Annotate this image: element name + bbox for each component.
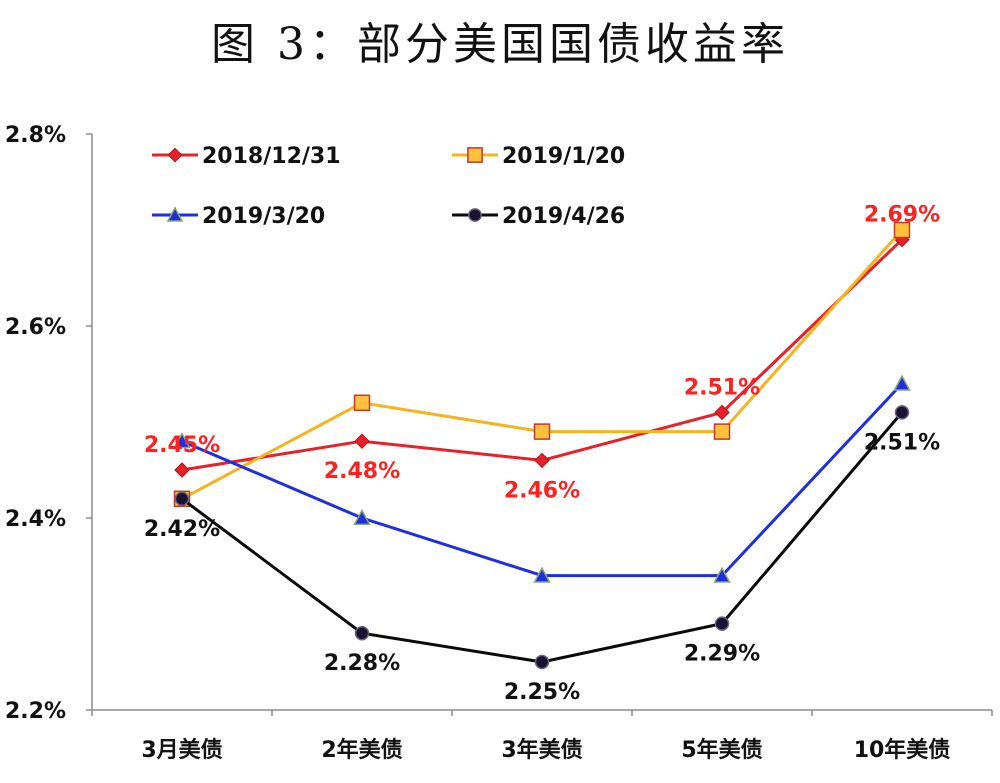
series-2-point-4 bbox=[893, 374, 911, 391]
legend-label-0: 2018/12/31 bbox=[202, 144, 341, 169]
series-0-point-1 bbox=[354, 433, 370, 449]
data-label-9: 2.51% bbox=[864, 430, 940, 455]
series-0-point-2 bbox=[534, 452, 550, 469]
data-label-7: 2.25% bbox=[504, 680, 580, 705]
data-label-0: 2.45% bbox=[144, 433, 220, 458]
series-3-point-3 bbox=[714, 616, 730, 631]
series-line-3 bbox=[181, 411, 904, 664]
series-2-point-0 bbox=[173, 432, 191, 449]
data-label-6: 2.28% bbox=[324, 651, 400, 676]
legend-label-1: 2019/1/20 bbox=[502, 144, 625, 169]
series-3-point-0 bbox=[174, 491, 190, 507]
series-3-point-2 bbox=[534, 654, 550, 670]
legend-label-2: 2019/3/20 bbox=[202, 204, 325, 229]
y-tick-label-3: 2.8% bbox=[5, 123, 66, 148]
series-2-point-3 bbox=[713, 566, 731, 583]
series-2-point-2 bbox=[533, 566, 551, 583]
series-3-point-1 bbox=[354, 625, 370, 641]
series-1-point-1 bbox=[353, 394, 371, 412]
y-tick-label-2: 2.6% bbox=[5, 315, 66, 340]
data-label-4: 2.69% bbox=[864, 203, 940, 228]
series-1-point-2 bbox=[533, 423, 551, 440]
data-label-2: 2.46% bbox=[504, 478, 580, 503]
y-tick-label-0: 2.2% bbox=[5, 699, 66, 724]
series-3-point-4 bbox=[894, 405, 910, 420]
data-label-5: 2.42% bbox=[144, 517, 220, 542]
series-1-point-3 bbox=[713, 423, 731, 440]
legend-marker-2 bbox=[166, 206, 184, 222]
x-tick-label-4: 10年美债 bbox=[854, 737, 951, 763]
x-tick-label-0: 3月美债 bbox=[141, 737, 222, 763]
legend-label-3: 2019/4/26 bbox=[502, 204, 625, 229]
data-label-3: 2.51% bbox=[684, 375, 760, 400]
series-0-point-3 bbox=[714, 404, 730, 421]
series-0-point-0 bbox=[174, 462, 190, 478]
x-tick-label-2: 3年美债 bbox=[501, 737, 582, 763]
legend-marker-3 bbox=[468, 208, 482, 222]
data-label-8: 2.29% bbox=[684, 642, 760, 667]
legend-marker-0 bbox=[167, 147, 183, 163]
series-2-point-1 bbox=[353, 508, 371, 526]
data-label-1: 2.48% bbox=[324, 459, 400, 484]
legend-marker-1 bbox=[467, 147, 483, 163]
x-tick-label-3: 5年美债 bbox=[681, 737, 762, 763]
chart-title: 图 3：部分美国国债收益率 bbox=[211, 19, 789, 70]
series-1-point-4 bbox=[893, 221, 911, 239]
y-tick-label-1: 2.4% bbox=[5, 507, 66, 532]
x-tick-label-1: 2年美债 bbox=[321, 737, 402, 763]
